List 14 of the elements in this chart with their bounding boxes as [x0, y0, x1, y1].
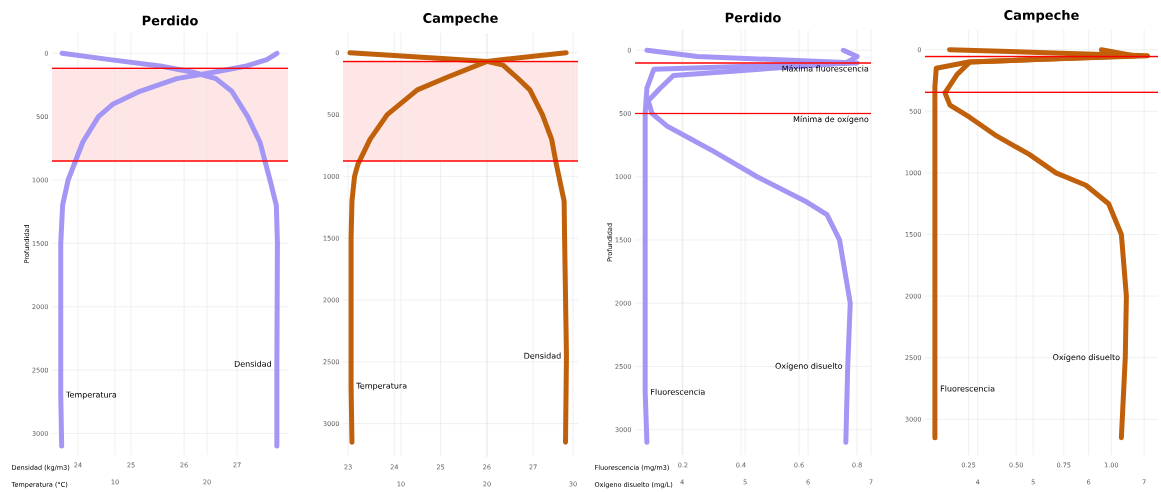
- ref-line-label: Mínima de oxígeno: [793, 115, 869, 124]
- series-label: Fluorescencia: [651, 388, 705, 396]
- series-label: Oxígeno disuelto: [1053, 353, 1120, 362]
- chart-title: Perdido: [725, 12, 781, 23]
- chart-title: Campeche: [1004, 10, 1079, 23]
- series-label: Temperatura: [356, 382, 407, 391]
- chart-title: Perdido: [142, 15, 198, 26]
- ref-line-label: Máxima fluorescencia: [782, 65, 869, 72]
- chart-title: Campeche: [423, 13, 498, 26]
- series-label: Temperatura: [65, 391, 117, 400]
- series-label: Oxígeno disuelto: [775, 362, 843, 371]
- series-label: Densidad: [234, 360, 271, 368]
- series-label: Densidad: [524, 352, 561, 359]
- series-label: Fluorescencia: [940, 385, 995, 392]
